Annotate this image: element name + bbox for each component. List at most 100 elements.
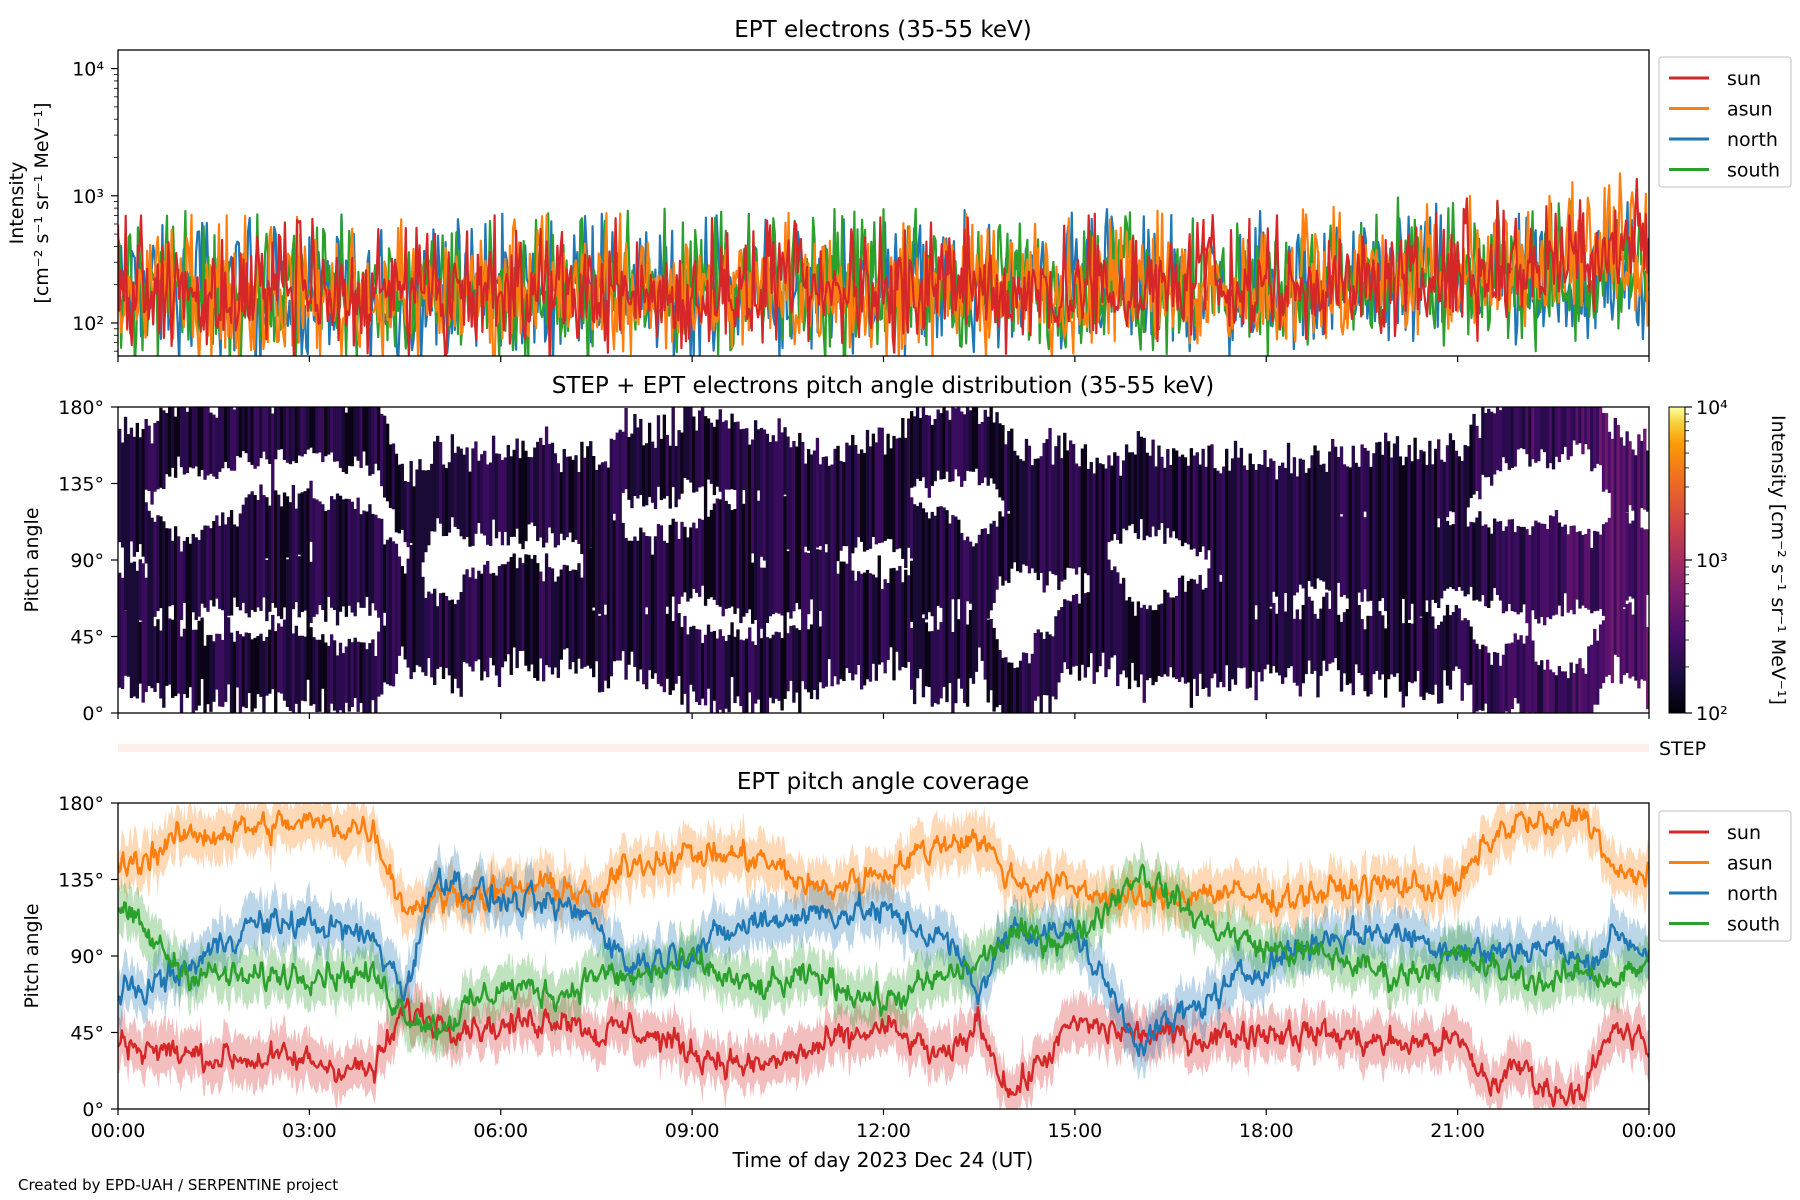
heatmap-cell (1548, 669, 1553, 713)
heatmap-cell (456, 599, 460, 689)
heatmap-cell (1572, 525, 1576, 615)
heatmap-cell (120, 442, 125, 548)
heatmap-cell (1407, 623, 1411, 682)
heatmap-cell (218, 525, 222, 609)
heatmap-cell (424, 470, 428, 553)
heatmap-cell (309, 480, 313, 542)
heatmap-cell (774, 631, 778, 699)
heatmap-cell (430, 463, 434, 532)
x-tick-label: 18:00 (1239, 1120, 1294, 1142)
heatmap-cell (1042, 638, 1046, 695)
heatmap-cell (1545, 529, 1550, 618)
heatmap-cell (1469, 424, 1473, 499)
heatmap-cell (777, 632, 781, 701)
heatmap-cell (1454, 450, 1459, 591)
heatmap-cell (647, 536, 652, 671)
heatmap-cell (1569, 407, 1573, 457)
heatmap-cell (771, 435, 775, 615)
heatmap-cell (1637, 434, 1641, 689)
heatmap-cell (1166, 449, 1170, 529)
heatmap-cell (444, 468, 449, 536)
heatmap-cell (1124, 600, 1129, 678)
heatmap-cell (559, 569, 563, 660)
heatmap-cell (533, 447, 537, 527)
heatmap-cell (462, 454, 466, 540)
heatmap-cell (438, 593, 443, 667)
heatmap-cell (153, 521, 157, 617)
heatmap-cell (533, 555, 537, 678)
heatmap-cell (1478, 511, 1482, 602)
heatmap-cell (1622, 608, 1626, 676)
heatmap-cell (862, 452, 867, 552)
heatmap-cell (1077, 603, 1082, 681)
heatmap-cell (132, 436, 137, 557)
heatmap-cell (1560, 526, 1565, 617)
heatmap-cell (1587, 407, 1591, 450)
heatmap-cell (1142, 437, 1146, 541)
heatmap-cell (391, 541, 396, 687)
heatmap-cell (1204, 587, 1208, 688)
heatmap-cell (1033, 458, 1037, 573)
heatmap-cell (1136, 601, 1141, 688)
heatmap-cell (1472, 522, 1476, 601)
heatmap-cell (1001, 425, 1005, 501)
heatmap-cell (356, 497, 360, 603)
heatmap-cell (753, 420, 758, 620)
panel2-x-ticks (117, 713, 1650, 719)
heatmap-cell (1107, 455, 1111, 543)
heatmap-cell (995, 412, 999, 490)
heatmap-cell (297, 407, 301, 456)
heatmap-cell (1378, 611, 1382, 680)
heatmap-cell (1021, 652, 1026, 713)
heatmap-cell (159, 407, 163, 488)
heatmap-cell (303, 491, 307, 611)
heatmap-cell (756, 500, 761, 700)
heatmap-cell (733, 636, 737, 704)
y-tick-label: 180° (58, 397, 104, 419)
heatmap-cell (1410, 623, 1414, 684)
heatmap-cell (1074, 593, 1079, 666)
heatmap-cell (268, 505, 272, 612)
heatmap-cell (1313, 613, 1317, 671)
heatmap-cell (765, 433, 770, 623)
heatmap-cell (471, 567, 475, 672)
heatmap-cell (480, 454, 484, 534)
heatmap-cell (1445, 520, 1450, 589)
heatmap-cell (1460, 461, 1464, 591)
heatmap-cell (1563, 671, 1567, 713)
heatmap-cell (989, 523, 993, 611)
heatmap-cell (433, 588, 437, 685)
heatmap-cell (647, 422, 652, 497)
heatmap-cell (621, 431, 625, 493)
heatmap-cell (168, 618, 172, 685)
heatmap-cell (1419, 449, 1423, 617)
heatmap-cell (138, 559, 142, 621)
heatmap-cell (1445, 604, 1450, 686)
heatmap-cell (1051, 464, 1055, 574)
heatmap-cell (1119, 583, 1123, 675)
heatmap-cell (706, 418, 711, 480)
heatmap-cell (300, 635, 304, 701)
heatmap-cell (1504, 643, 1509, 712)
heatmap-cell (438, 442, 443, 524)
heatmap-cell (135, 422, 140, 552)
heatmap-cell (165, 413, 169, 475)
heatmap-cell (1177, 456, 1182, 541)
heatmap-cell (786, 551, 790, 613)
heatmap-cell (1601, 524, 1606, 616)
heatmap-cell (147, 510, 151, 686)
heatmap-cell (185, 411, 190, 473)
heatmap-cell (1516, 407, 1520, 450)
heatmap-cell (544, 553, 549, 666)
heatmap-cell (645, 443, 649, 506)
heatmap-cell (1487, 527, 1491, 608)
heatmap-cell (824, 456, 828, 545)
heatmap-cell (1278, 465, 1282, 676)
heatmap-cell (1646, 450, 1649, 512)
heatmap-cell (742, 503, 746, 617)
heatmap-cell (954, 516, 958, 704)
heatmap-cell (892, 435, 896, 553)
heatmap-cell (1057, 610, 1061, 683)
heatmap-cell (1160, 603, 1164, 677)
heatmap-cell (1478, 438, 1482, 500)
